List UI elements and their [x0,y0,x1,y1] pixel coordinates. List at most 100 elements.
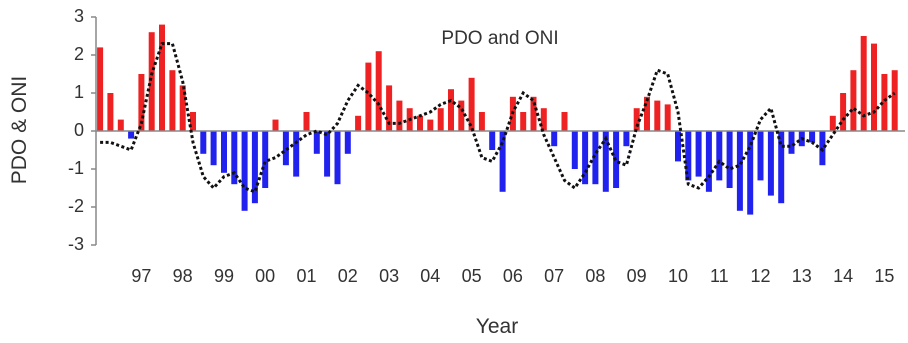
x-tick-label: 10 [668,266,688,286]
pdo-bar-positive [117,119,124,131]
pdo-bar-negative [262,131,269,188]
pdo-bar-positive [654,100,661,131]
pdo-bar-positive [540,108,547,131]
pdo-bar-negative [602,131,609,192]
x-tick-label: 98 [173,266,193,286]
pdo-bar-negative [210,131,217,166]
pdo-bar-negative [705,131,712,192]
pdo-bar-positive [159,24,165,132]
pdo-bar-positive [272,119,279,131]
x-tick-label: 00 [255,266,275,286]
y-tick-labels: 3 2 1 0 -1 -2 -3 [68,6,96,254]
pdo-bar-positive [561,112,568,131]
chart-title: PDO and ONI [441,28,558,49]
y-tick-label: 0 [74,120,84,140]
x-tick-label: 15 [874,266,894,286]
oni-line [100,42,896,194]
pdo-bar-positive [644,96,650,131]
pdo-bar-positive [427,119,434,131]
x-axis-title: Year [476,315,518,338]
x-tick-label: 06 [503,266,523,286]
pdo-bar-positive [530,96,537,131]
pdo-bar-positive [840,93,847,131]
pdo-bar-positive [468,77,475,131]
y-tick-label: -1 [68,158,84,178]
x-tick-label: 99 [214,266,234,286]
pdo-bar-positive [437,108,444,131]
pdo-bar-negative [489,131,496,150]
pdo-bar-negative [313,131,320,154]
pdo-bar-negative [778,131,785,204]
pdo-bar-positive [365,62,372,131]
pdo-bar-negative [736,131,743,211]
pdo-bar-negative [251,131,258,204]
pdo-bar-positive [138,74,145,131]
pdo-bar-negative [767,131,774,196]
pdo-bar-negative [809,131,816,143]
pdo-bar-positive [355,115,362,131]
y-tick-label: -2 [68,196,84,216]
pdo-bar-positive [891,70,898,131]
x-tick-label: 13 [792,266,812,286]
x-tick-label: 04 [420,266,440,286]
pdo-bar-positive [478,112,485,131]
pdo-bar-negative [334,131,341,185]
x-tick-label: 12 [750,266,770,286]
pdo-bar-negative [757,131,764,181]
pdo-bar-negative [241,131,248,211]
pdo-bar-positive [881,74,888,131]
pdo-bar-positive [448,89,454,131]
pdo-bar-positive [107,93,114,131]
pdo-bar-negative [623,131,630,147]
pdo-bar-negative [571,131,578,169]
pdo-bar-positive [375,51,382,132]
pdo-bar-positive [871,43,877,131]
x-tick-label: 01 [296,266,316,286]
pdo-bar-positive [179,85,186,131]
x-tick-label: 02 [338,266,358,286]
pdo-bar-negative [695,131,702,177]
pdo-bar-negative [344,131,351,154]
pdo-bar-negative [200,131,207,154]
pdo-bar-positive [396,100,403,131]
pdo-bar-positive [829,115,836,131]
pdo-bar-positive [664,104,671,131]
oni-series-line [100,42,896,194]
pdo-bar-negative [685,131,692,181]
y-tick-label: 3 [74,6,84,26]
pdo-bar-positive [520,112,527,131]
pdo-bar-negative [788,131,795,154]
y-tick-label: -3 [68,234,84,254]
pdo-bar-negative [128,131,135,139]
pdo-bar-negative [282,131,289,166]
pdo-bar-negative [592,131,599,185]
x-tick-label: 03 [379,266,399,286]
x-tick-label: 08 [585,266,605,286]
x-tick-labels: 97 98 99 00 01 02 03 04 05 06 07 08 09 10 11 12 13 14 15 [131,266,894,286]
pdo-bar-positive [97,47,104,131]
pdo-bar-negative [819,131,826,166]
x-tick-label: 09 [627,266,647,286]
pdo-bar-positive [303,112,310,131]
x-tick-label: 97 [131,266,151,286]
pdo-bar-positive [190,112,196,131]
pdo-bar-negative [499,131,506,192]
pdo-bar-positive [860,36,867,131]
x-tick-label: 05 [462,266,482,286]
pdo-bar-negative [293,131,300,177]
pdo-bar-positive [169,70,176,131]
y-axis-title: PDO & ONI [8,76,31,185]
pdo-bar-positive [148,32,155,132]
x-tick-label: 14 [833,266,853,286]
pdo-bar-positive [633,108,640,131]
pdo-bar-negative [221,131,227,173]
pdo-bar-negative [582,131,589,185]
pdo-bars [97,24,898,215]
y-tick-label: 2 [74,44,84,64]
pdo-bar-positive [850,70,857,131]
pdo-bar-negative [324,131,331,177]
pdo-bar-positive [386,85,393,131]
pdo-bar-negative [675,131,681,162]
pdo-bar-negative [551,131,558,147]
